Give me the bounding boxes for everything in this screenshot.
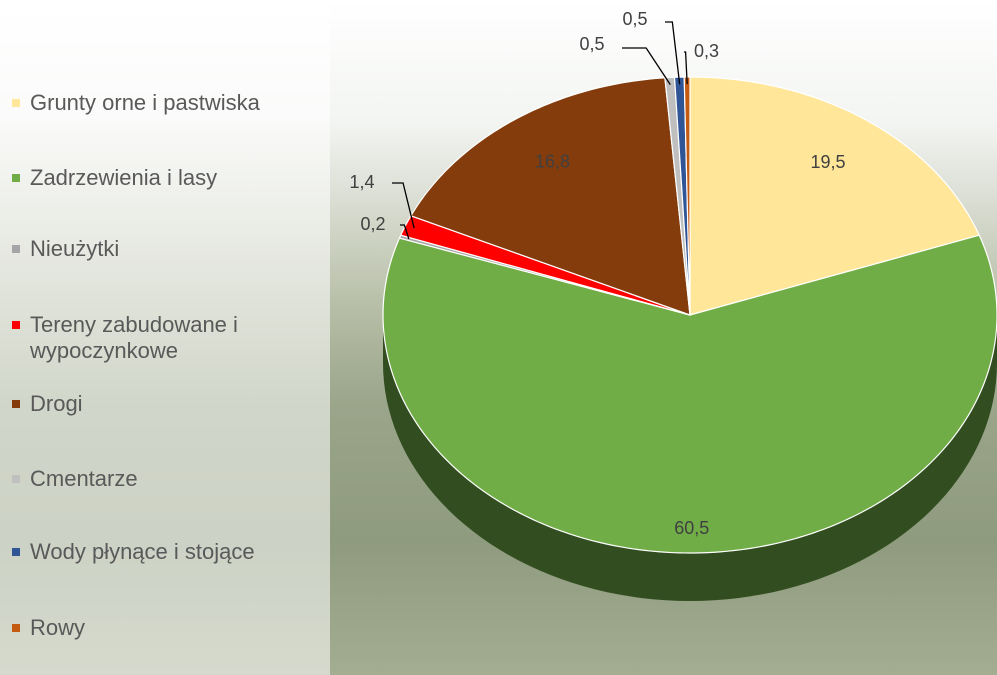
leader-line <box>684 51 688 85</box>
leader-line <box>665 21 681 85</box>
legend-label: Nieużytki <box>30 236 120 261</box>
legend-swatch <box>12 400 20 408</box>
legend-item: Wody płynące i stojące <box>12 539 312 565</box>
pie-slice-side <box>383 315 997 601</box>
legend-label: Zadrzewienia i lasy <box>30 165 218 190</box>
data-label: 60,5 <box>674 518 709 538</box>
background-fade <box>0 0 330 675</box>
legend-item: Grunty orne i pastwiska <box>12 90 312 116</box>
data-label: 19,5 <box>811 152 846 172</box>
pie-slice <box>410 77 691 316</box>
leader-line <box>622 47 671 86</box>
leader-line <box>392 182 415 229</box>
legend-label: Tereny zabudowane i wypoczynkowe <box>30 312 238 363</box>
legend-swatch <box>12 245 20 253</box>
data-label: 1,4 <box>349 172 374 192</box>
legend-label: Grunty orne i pastwiska <box>30 90 260 115</box>
legend-swatch <box>12 475 20 483</box>
legend-label: Wody płynące i stojące <box>30 539 255 564</box>
legend-item: Rowy <box>12 615 312 641</box>
legend-swatch <box>12 624 20 632</box>
legend-label: Cmentarze <box>30 466 138 491</box>
legend-swatch <box>12 321 20 329</box>
legend-label: Rowy <box>30 615 86 640</box>
data-label: 16,8 <box>535 152 570 172</box>
legend-label: Drogi <box>30 391 83 416</box>
legend-swatch <box>12 99 20 107</box>
data-label: 0,5 <box>622 9 647 29</box>
legend-item: Nieużytki <box>12 236 312 262</box>
legend-item: Cmentarze <box>12 466 312 492</box>
leader-line <box>400 224 410 240</box>
legend-swatch <box>12 548 20 556</box>
legend-item: Tereny zabudowane i wypoczynkowe <box>12 312 312 364</box>
pie-slice <box>382 234 997 554</box>
data-label: 0,2 <box>360 214 385 234</box>
data-label: 0,3 <box>694 41 719 61</box>
data-label: 0,5 <box>579 34 604 54</box>
legend-item: Drogi <box>12 391 312 417</box>
legend-swatch <box>12 174 20 182</box>
legend-item: Zadrzewienia i lasy <box>12 165 312 191</box>
pie-slice <box>689 76 981 316</box>
pie-slice <box>399 215 691 316</box>
